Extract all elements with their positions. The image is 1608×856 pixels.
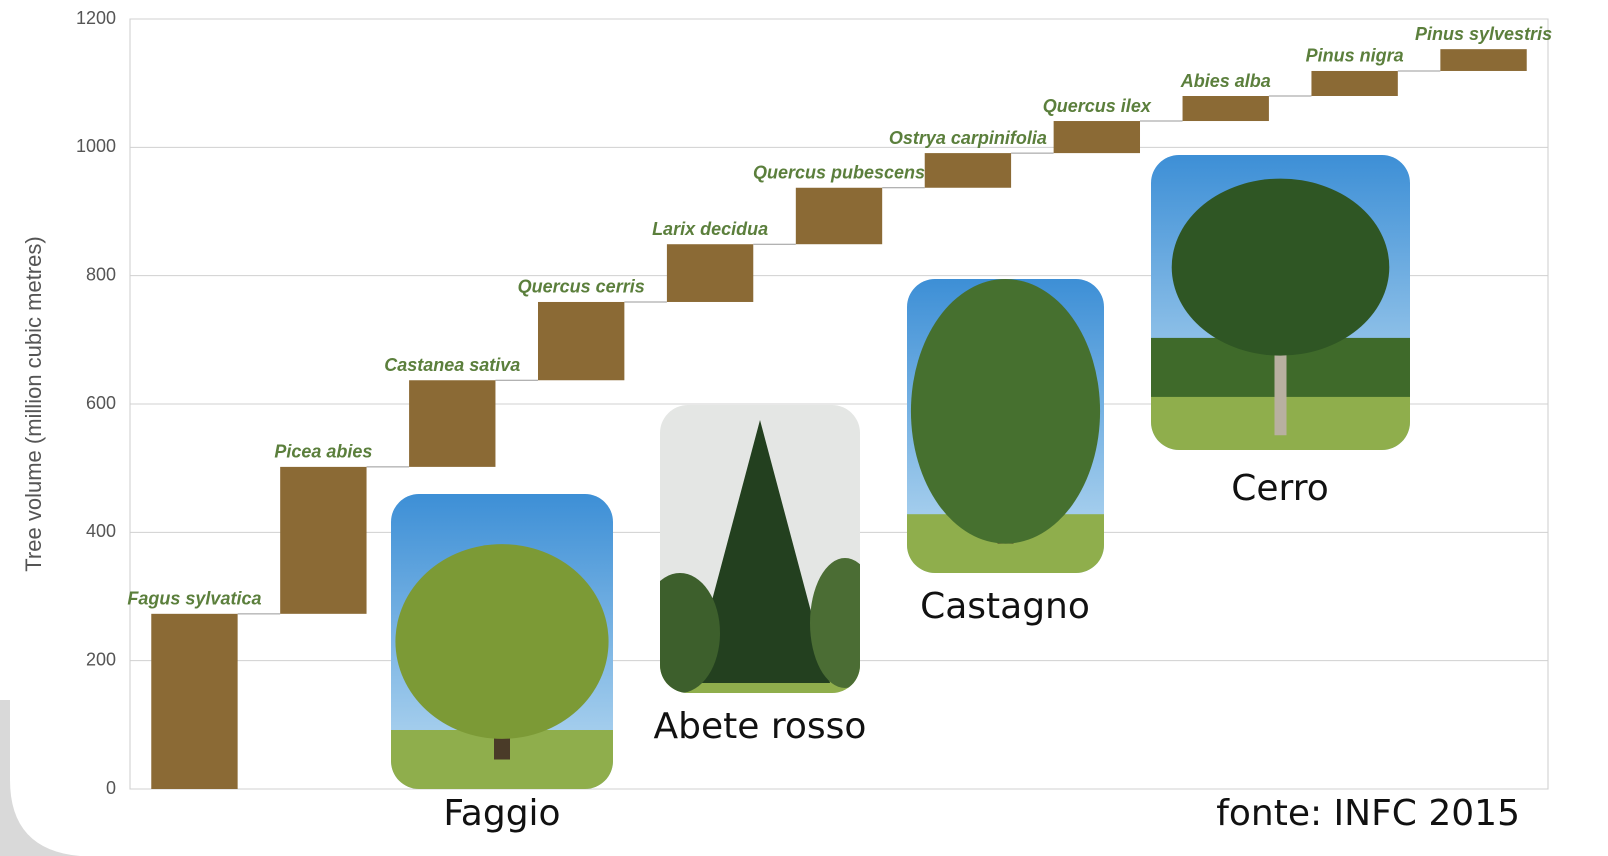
bar <box>1311 71 1397 96</box>
bar <box>280 467 366 614</box>
bar <box>1054 121 1140 153</box>
bar <box>925 153 1011 188</box>
y-tick-label: 600 <box>86 393 116 413</box>
slide-corner <box>0 700 80 856</box>
photo-caption: Abete rosso <box>654 706 867 747</box>
category-label: Quercus cerris <box>518 277 645 297</box>
y-tick-label: 800 <box>86 264 116 284</box>
category-label: Quercus ilex <box>1043 96 1152 116</box>
source-note: fonte: INFC 2015 <box>1216 793 1520 834</box>
y-tick-label: 0 <box>106 778 116 798</box>
category-label: Pinus sylvestris <box>1415 24 1552 44</box>
bar <box>1440 49 1526 71</box>
bar <box>151 614 237 789</box>
chart: Tree volume (million cubic metres) 0 200 4… <box>0 0 1608 856</box>
y-tick-label: 1200 <box>76 8 116 28</box>
photo-crown <box>911 279 1100 544</box>
photo-crown <box>1172 179 1390 356</box>
photo <box>1151 155 1410 450</box>
y-tick-label: 1000 <box>76 136 116 156</box>
photo-bush <box>810 558 880 688</box>
photo-caption: Faggio <box>443 793 560 834</box>
bar <box>796 188 882 244</box>
y-axis-title: Tree volume (million cubic metres) <box>21 236 46 571</box>
category-label: Abies alba <box>1180 71 1271 91</box>
category-label: Picea abies <box>274 442 372 462</box>
photo <box>640 405 880 693</box>
photo-caption: Castagno <box>920 586 1090 627</box>
category-label: Pinus nigra <box>1306 46 1404 66</box>
photo <box>907 279 1104 573</box>
y-tick-label: 400 <box>86 521 116 541</box>
page: {"chart_data": {"type": "waterfall", "y_… <box>0 0 1608 856</box>
body: Tree volume (million cubic metres) 0 200 4… <box>0 0 1608 856</box>
photo-caption: Cerro <box>1231 468 1329 509</box>
photo-crown <box>395 544 608 739</box>
category-label: Quercus pubescens <box>753 163 925 183</box>
bar <box>538 302 624 380</box>
category-label: Larix decidua <box>652 219 768 239</box>
photo <box>391 494 613 789</box>
category-label: Fagus sylvatica <box>127 589 261 609</box>
bar <box>667 244 753 302</box>
category-label: Ostrya carpinifolia <box>889 128 1047 148</box>
photos: Faggio Abete rosso Castagno Cerro <box>391 155 1410 834</box>
category-label: Castanea sativa <box>384 355 520 375</box>
photo-bush <box>640 573 720 693</box>
bar <box>409 380 495 467</box>
bar <box>1183 96 1269 121</box>
y-tick-label: 200 <box>86 649 116 669</box>
